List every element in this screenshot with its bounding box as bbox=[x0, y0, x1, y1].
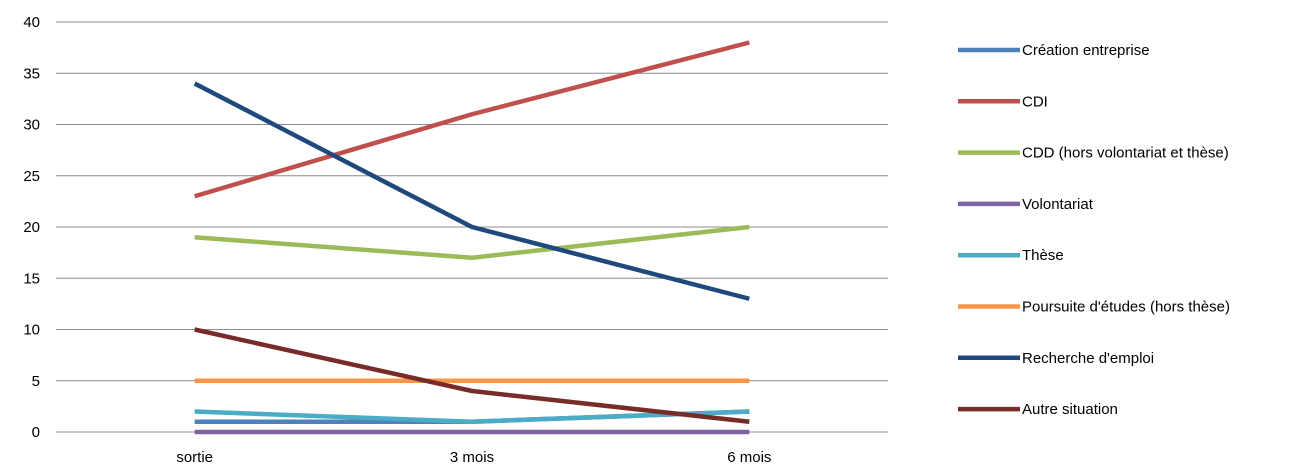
legend-label: Recherche d'emploi bbox=[1022, 350, 1154, 367]
y-axis-tick-labels: 0 5 10 15 20 25 30 35 40 bbox=[23, 14, 40, 441]
legend-label: Poursuite d'études (hors thèse) bbox=[1022, 299, 1230, 316]
y-tick-label: 5 bbox=[32, 373, 40, 390]
legend-label: Création entreprise bbox=[1022, 42, 1150, 59]
series-line-7 bbox=[194, 327, 750, 424]
x-tick-label: 6 mois bbox=[727, 449, 771, 466]
legend-label: CDD (hors volontariat et thèse) bbox=[1022, 145, 1229, 162]
legend-label: Thèse bbox=[1022, 247, 1064, 264]
x-axis-tick-labels: sortie 3 mois 6 mois bbox=[176, 449, 771, 466]
y-tick-label: 10 bbox=[23, 322, 40, 339]
x-tick-label: sortie bbox=[176, 449, 213, 466]
x-tick-label: 3 mois bbox=[450, 449, 494, 466]
y-tick-label: 0 bbox=[32, 424, 40, 441]
legend-label: Volontariat bbox=[1022, 196, 1094, 213]
series-line-4 bbox=[194, 409, 750, 424]
legend-label: Autre situation bbox=[1022, 401, 1118, 418]
series-line-2 bbox=[194, 224, 750, 260]
legend: Création entreprise CDI CDD (hors volontar… bbox=[958, 42, 1230, 418]
y-tick-label: 40 bbox=[23, 14, 40, 31]
y-tick-label: 25 bbox=[23, 168, 40, 185]
y-tick-label: 20 bbox=[23, 219, 40, 236]
series-lines bbox=[193, 40, 750, 435]
legend-label: CDI bbox=[1022, 93, 1048, 110]
y-tick-label: 35 bbox=[23, 65, 40, 82]
series-line-1 bbox=[194, 40, 750, 199]
y-tick-label: 15 bbox=[23, 270, 40, 287]
y-tick-label: 30 bbox=[23, 117, 40, 134]
series-line-6 bbox=[193, 81, 750, 301]
